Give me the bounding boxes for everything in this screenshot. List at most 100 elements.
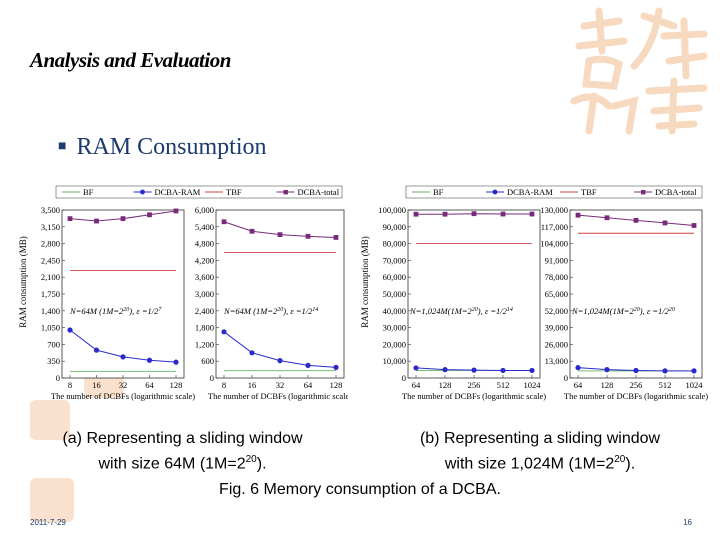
y-tick-label: 10,000 [383, 356, 406, 366]
data-point-dcba-ram [67, 327, 73, 333]
x-tick-label: 8 [222, 380, 226, 390]
y-tick-label: 2,800 [41, 239, 60, 249]
x-tick-label: 1024 [686, 380, 704, 390]
plot-frame-b-right [569, 209, 703, 379]
data-point-dcba-total [94, 218, 99, 224]
data-point-dcba-ram [120, 354, 126, 360]
x-axis-label: The number of DCBFs (logarithmic scale) [402, 391, 546, 401]
page-number: 16 [683, 518, 692, 527]
x-tick-label: 1024 [524, 380, 542, 390]
caption-b-text: with size 1,024M (1M=2 [444, 455, 615, 473]
data-point-dcba-total [147, 212, 152, 218]
data-point-dcba-total [333, 235, 339, 240]
plot-frame-a-left [61, 209, 185, 379]
data-point-dcba-ram [500, 367, 506, 374]
caption-b-sup: 20 [614, 454, 626, 465]
y-tick-label: 1,050 [41, 323, 60, 333]
caption-b-line1: (b) Representing a sliding window [419, 430, 661, 447]
footer-date: 2011-7-29 [30, 518, 66, 527]
y-tick-label: 0 [402, 373, 406, 383]
caption-a-line1: (a) Representing a sliding window [62, 430, 303, 447]
x-tick-label: 64 [304, 380, 313, 390]
legend-box [405, 185, 703, 199]
bullet-text: RAM Consumption [76, 134, 267, 160]
y-tick-label: 1,750 [41, 289, 60, 299]
y-axis-label: RAM consumption (MB) [360, 236, 370, 328]
y-tick-label: 0 [210, 373, 214, 383]
data-point-dcba-ram [173, 359, 179, 365]
y-tick-label: 5,400 [195, 222, 214, 232]
y-tick-label: 91,000 [545, 255, 568, 265]
data-point-dcba-total [67, 216, 73, 222]
x-tick-label: 512 [497, 380, 510, 390]
data-point-dcba-ram [277, 358, 283, 364]
y-tick-label: 104,000 [540, 239, 568, 249]
y-tick-label: 1,800 [195, 323, 214, 333]
data-point-dcba-ram [471, 367, 477, 373]
data-point-dcba-ram [221, 329, 227, 335]
legend-label: DCBA-RAM [507, 187, 553, 197]
y-tick-label: 6,000 [195, 205, 214, 215]
y-tick-label: 130,000 [540, 205, 568, 215]
calligraphy-decoration [564, 6, 714, 136]
slide-title: Analysis and Evaluation [30, 48, 231, 72]
data-point-dcba-total [120, 216, 126, 222]
data-point-dcba-ram [93, 347, 100, 353]
annotation-a-left: N=64M (1M=220), ε =1/27 [69, 306, 162, 316]
data-point-dcba-ram [662, 368, 668, 374]
x-tick-label: 16 [92, 380, 101, 390]
caption-a-text: with size 64M (1M=2 [98, 455, 246, 473]
legend-box [55, 185, 343, 199]
legend-label: DCBA-total [298, 187, 340, 197]
y-tick-label: 2,450 [41, 255, 60, 265]
caption-a-line2: with size 64M (1M=220). [40, 449, 325, 474]
data-point-dcba-ram [146, 357, 153, 363]
x-axis-label: The number of DCBFs (logarithmic scale) [564, 391, 708, 401]
x-tick-label: 32 [119, 380, 128, 390]
data-point-dcba-total [662, 220, 668, 226]
y-tick-label: 70,000 [383, 255, 406, 265]
data-point-dcba-total [575, 212, 581, 218]
y-tick-label: 90,000 [383, 222, 406, 232]
caption-a-sup: 20 [245, 454, 257, 465]
figure-caption: Fig. 6 Memory consumption of a DCBA. [219, 481, 501, 498]
plot-frame-b-left [407, 209, 541, 379]
data-point-dcba-total [249, 228, 255, 234]
y-tick-label: 20,000 [383, 339, 406, 349]
x-tick-label: 64 [574, 380, 583, 390]
y-tick-label: 3,500 [41, 205, 60, 215]
data-point-dcba-total [442, 211, 448, 217]
data-point-dcba-total [221, 219, 227, 225]
caption-a: (a) Representing a sliding window with s… [40, 428, 325, 474]
legend-label: DCBA-RAM [155, 187, 201, 197]
data-point-dcba-ram [529, 367, 535, 374]
y-tick-label: 80,000 [383, 239, 406, 249]
legend-marker-dcba-ram [140, 189, 145, 195]
legend-marker-dcba-total [283, 190, 288, 195]
y-axis-label: RAM consumption (MB) [18, 236, 28, 328]
data-point-dcba-ram [575, 365, 581, 371]
y-tick-label: 1,200 [195, 339, 214, 349]
legend-marker-dcba-ram [492, 189, 498, 195]
x-tick-label: 512 [659, 380, 672, 390]
legend-label: TBF [226, 187, 242, 197]
y-tick-label: 100,000 [378, 205, 406, 215]
y-tick-label: 52,000 [545, 306, 568, 316]
caption-b: (b) Representing a sliding window with s… [395, 428, 685, 474]
data-point-dcba-total [277, 232, 283, 238]
x-tick-label: 8 [68, 380, 72, 390]
calligraphy-glyph-icon [570, 7, 708, 135]
chart-b: BF DCBA-RAM TBF DCBA-total RAM consumption (… [360, 185, 708, 401]
x-tick-label: 128 [439, 380, 452, 390]
data-point-dcba-total [305, 233, 311, 239]
annotation-a-right: N=64M (1M=220), ε =1/214 [223, 306, 318, 316]
x-axis-label: The number of DCBFs (logarithmic scale) [208, 391, 348, 401]
y-tick-label: 700 [47, 339, 60, 349]
y-tick-label: 13,000 [545, 356, 568, 366]
y-tick-label: 600 [201, 356, 214, 366]
data-point-dcba-total [471, 211, 477, 217]
y-tick-label: 3,150 [41, 222, 60, 232]
x-tick-label: 16 [248, 380, 257, 390]
data-point-dcba-ram [413, 365, 419, 371]
data-point-dcba-ram [604, 367, 610, 373]
